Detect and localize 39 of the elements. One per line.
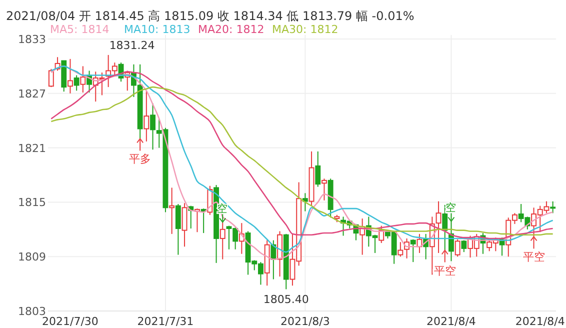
x-tick-label: 2021/8/4 [515, 315, 565, 328]
candlestick [48, 68, 54, 88]
candlestick [410, 238, 416, 263]
y-tick-label: 1815 [18, 196, 46, 210]
candlestick [68, 58, 73, 94]
candlestick [144, 90, 150, 142]
candlestick [315, 150, 321, 188]
candlestick [398, 242, 404, 258]
candlestick [150, 102, 156, 150]
candlestick [436, 200, 442, 254]
candlestick [302, 192, 308, 212]
candlestick [322, 178, 327, 201]
x-tick-label: 2021/7/30 [42, 315, 98, 328]
annotation: 平空 [434, 264, 456, 278]
text: MA10: 1813 [124, 23, 190, 36]
text: MA20: 1812 [198, 23, 264, 36]
text: MA30: 1812 [272, 23, 338, 36]
y-tick-label: 1827 [18, 87, 46, 100]
chart-title: 2021/08/04 开 1814.45 高 1815.09 收 1814.34 低 1813.79 幅 -0.01% [6, 9, 414, 23]
candlestick [74, 74, 80, 92]
y-tick-label: 1809 [18, 250, 46, 264]
x-tick-label: 2021/7/31 [137, 315, 194, 328]
candlestick [80, 66, 86, 93]
annotation: 平空 [522, 250, 545, 264]
x-tick-label: 2021/8/3 [280, 315, 330, 328]
candlestick [175, 204, 181, 256]
y-tick-label: 1833 [18, 33, 46, 46]
annotation: 平多 [129, 152, 152, 166]
y-tick-label: 1821 [18, 142, 46, 155]
annotation: 空 [446, 201, 457, 214]
x-tick-label: 2021/8/4 [426, 315, 476, 328]
text: MA5: 1814 [50, 23, 110, 36]
candlestick [182, 202, 188, 248]
candlestick [454, 238, 460, 258]
annotation: 1805.40 [263, 293, 309, 306]
candlestick [169, 187, 175, 234]
y-tick-label: 1803 [18, 305, 46, 318]
annotation: 1831.24 [109, 38, 155, 52]
candlestick [550, 200, 556, 214]
